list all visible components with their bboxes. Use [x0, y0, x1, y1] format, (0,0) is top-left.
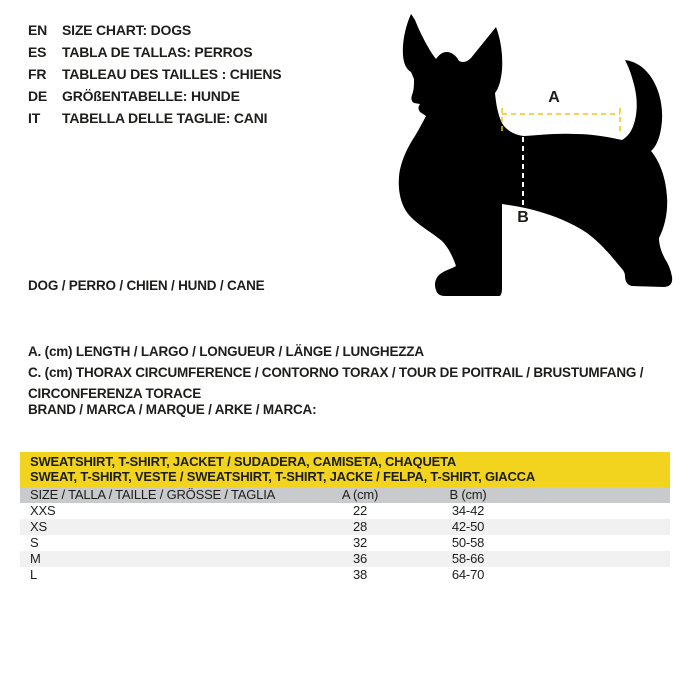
cell-b: 34-42 [451, 503, 485, 518]
header-a-cm: A (cm) [341, 487, 379, 502]
cell-a: 22 [352, 503, 368, 518]
language-code: IT [28, 110, 41, 126]
language-title: TABELLA DELLE TAGLIE: CANI [62, 110, 268, 126]
header-size: SIZE / TALLA / TAILLE / GRÖSSE / TAGLIA [30, 487, 276, 502]
language-row: IT TABELLA DELLE TAGLIE: CANI [28, 107, 281, 129]
measure-line-a [501, 108, 621, 134]
measurement-legend: A. (cm) LENGTH / LARGO / LONGUEUR / LÄNG… [28, 341, 700, 404]
language-code: FR [28, 66, 47, 82]
cell-b: 64-70 [451, 567, 485, 582]
size-table: SWEATSHIRT, T-SHIRT, JACKET / SUDADERA, … [20, 452, 670, 583]
cell-b: 50-58 [451, 535, 485, 550]
cell-a: 38 [352, 567, 368, 582]
dog-measurement-diagram: A B [390, 5, 700, 305]
language-row: EN SIZE CHART: DOGS [28, 19, 281, 41]
language-row: FR TABLEAU DES TAILLES : CHIENS [28, 63, 282, 85]
language-title: TABLEAU DES TAILLES : CHIENS [62, 66, 282, 82]
table-row: M 36 58-66 [20, 551, 670, 567]
legend-line-a: A. (cm) LENGTH / LARGO / LONGUEUR / LÄNG… [28, 344, 424, 359]
language-code: DE [28, 88, 48, 104]
table-row: S 32 50-58 [20, 535, 670, 551]
cell-a: 32 [352, 535, 368, 550]
table-row: XXS 22 34-42 [20, 503, 670, 519]
cell-b: 58-66 [451, 551, 485, 566]
dog-silhouette-svg [398, 14, 673, 296]
table-row: L 38 64-70 [20, 567, 670, 583]
size-table-title-line2: SWEAT, T-SHIRT, VESTE / SWEATSHIRT, T-SH… [30, 469, 536, 484]
cell-a: 36 [352, 551, 368, 566]
cell-a: 28 [352, 519, 368, 534]
header-filler [516, 487, 670, 503]
measure-label-a: A [548, 89, 560, 106]
cell-b: 42-50 [451, 519, 485, 534]
measure-label-b: B [517, 209, 529, 226]
language-title: SIZE CHART: DOGS [62, 22, 192, 38]
animal-label: DOG / PERRO / CHIEN / HUND / CANE [28, 278, 265, 293]
size-table-title-line1: SWEATSHIRT, T-SHIRT, JACKET / SUDADERA, … [30, 454, 457, 469]
language-title: GRÖßENTABELLE: HUNDE [62, 88, 240, 104]
cell-size: S [30, 535, 39, 550]
brand-label: BRAND / MARCA / MARQUE / ARKE / MARCA: [28, 402, 317, 417]
language-row: ES TABLA DE TALLAS: PERROS [28, 41, 281, 63]
size-table-header-row: SIZE / TALLA / TAILLE / GRÖSSE / TAGLIA … [20, 487, 670, 503]
language-list: EN SIZE CHART: DOGS ES TABLA DE TALLAS: … [28, 19, 282, 129]
language-title: TABLA DE TALLAS: PERROS [62, 44, 253, 60]
header-b-cm: B (cm) [449, 487, 487, 502]
cell-size: XS [30, 519, 47, 534]
language-row: DE GRÖßENTABELLE: HUNDE [28, 85, 281, 107]
cell-size: XXS [30, 503, 56, 518]
legend-line-c: C. (cm) THORAX CIRCUMFERENCE / CONTORNO … [28, 365, 644, 401]
table-row: XS 28 42-50 [20, 519, 670, 535]
language-code: EN [28, 22, 48, 38]
language-code: ES [28, 44, 47, 60]
size-table-title: SWEATSHIRT, T-SHIRT, JACKET / SUDADERA, … [20, 452, 670, 487]
cell-size: L [30, 567, 38, 582]
dog-silhouette-icon [398, 14, 673, 296]
cell-size: M [30, 551, 41, 566]
